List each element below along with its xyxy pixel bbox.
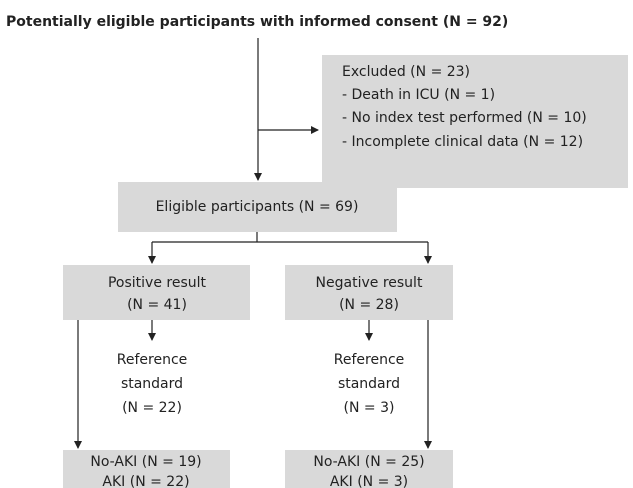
reference-text: (N = 3) xyxy=(344,400,395,416)
negative-box xyxy=(285,265,453,320)
reference-text: standard xyxy=(338,376,400,392)
outcome-text: No-AKI (N = 19) xyxy=(90,454,201,470)
reference-text: standard xyxy=(121,376,183,392)
positive-text: Positive result xyxy=(108,275,207,291)
excluded-box xyxy=(322,55,628,188)
eligible-box xyxy=(118,182,397,232)
outcome-text: AKI (N = 22) xyxy=(102,474,189,488)
excluded-text: - Incomplete clinical data (N = 12) xyxy=(342,134,583,150)
positive-text: (N = 41) xyxy=(127,297,187,313)
excluded-text: - No index test performed (N = 10) xyxy=(342,110,587,126)
positive-box xyxy=(63,265,250,320)
negative-outcome-box xyxy=(285,450,453,488)
outcome-text: No-AKI (N = 25) xyxy=(313,454,424,470)
eligible-text: Eligible participants (N = 69) xyxy=(156,199,359,215)
title: Potentially eligible participants with i… xyxy=(6,14,508,30)
reference-text: Reference xyxy=(334,352,405,368)
negative-text: (N = 28) xyxy=(339,297,399,313)
excluded-text: - Death in ICU (N = 1) xyxy=(342,87,495,103)
excluded-text: Excluded (N = 23) xyxy=(342,64,470,80)
reference-text: (N = 22) xyxy=(122,400,182,416)
positive-outcome-box xyxy=(63,450,230,488)
negative-text: Negative result xyxy=(316,275,423,291)
reference-text: Reference xyxy=(117,352,188,368)
outcome-text: AKI (N = 3) xyxy=(330,474,408,488)
